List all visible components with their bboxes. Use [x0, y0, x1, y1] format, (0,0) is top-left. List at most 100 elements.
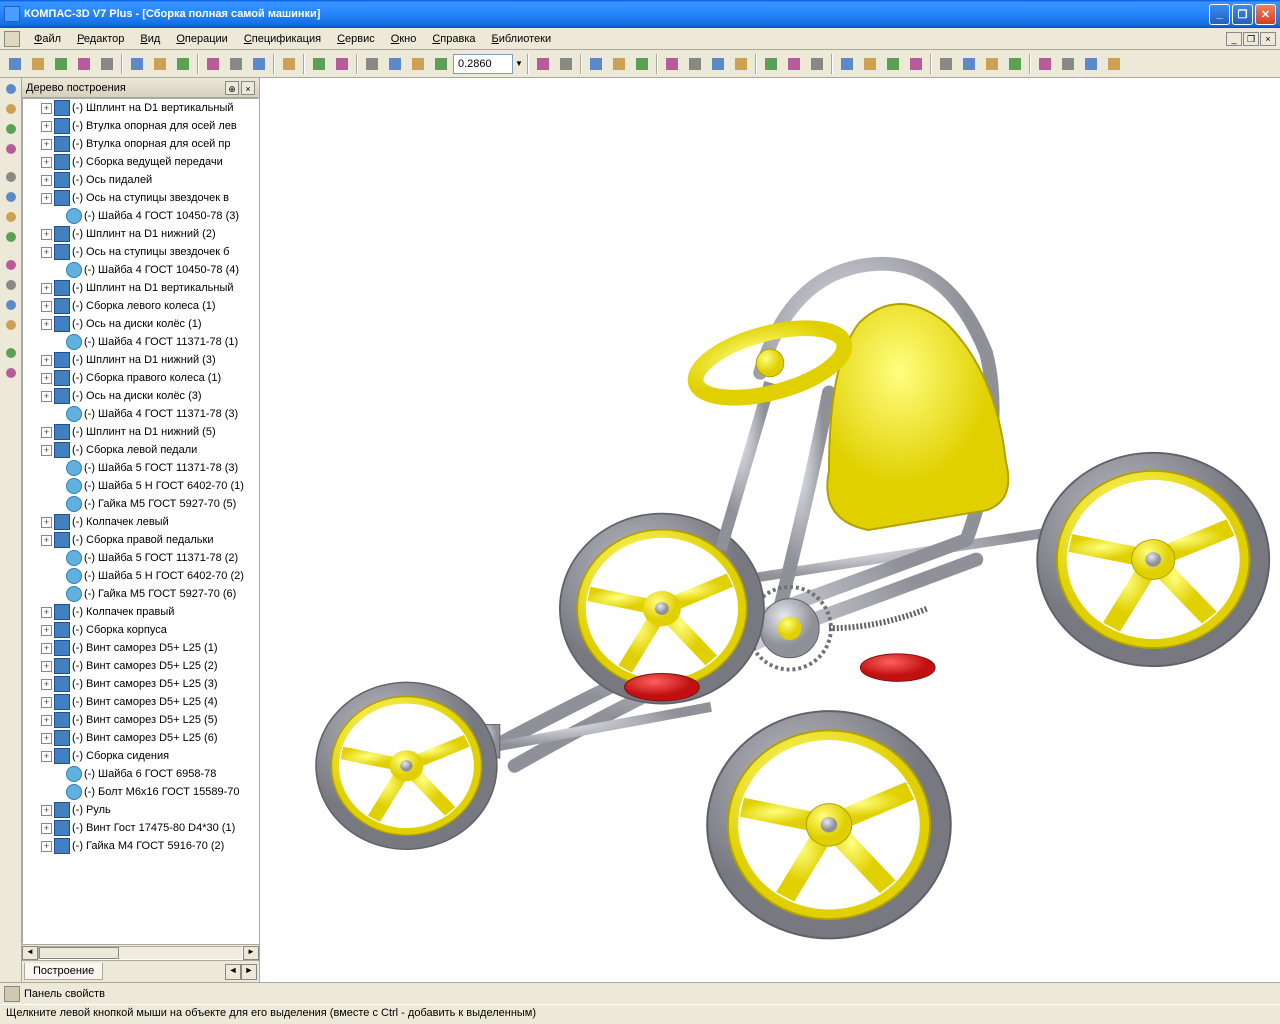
lefttool-face-button[interactable]: [2, 344, 20, 362]
lefttool-paperclip-button[interactable]: [2, 168, 20, 186]
toolbar-cut-button[interactable]: [126, 53, 148, 75]
tree-item[interactable]: (-) Шайба 5 ГОСТ 11371-78 (3): [23, 459, 258, 477]
expand-icon[interactable]: +: [41, 355, 52, 366]
tree-item[interactable]: +(-) Руль: [23, 801, 258, 819]
expand-icon[interactable]: +: [41, 247, 52, 258]
tree-item[interactable]: (-) Болт М6х16 ГОСТ 15589-70: [23, 783, 258, 801]
tree-item[interactable]: (-) Шайба 4 ГОСТ 10450-78 (3): [23, 207, 258, 225]
tree-item[interactable]: +(-) Шплинт на D1 вертикальный: [23, 99, 258, 117]
expand-icon[interactable]: +: [41, 103, 52, 114]
toolbar-assem2-button[interactable]: [806, 53, 828, 75]
lefttool-color2-button[interactable]: [2, 140, 20, 158]
scroll-left-button[interactable]: ◄: [22, 946, 38, 960]
menu-операции[interactable]: Операции: [168, 31, 235, 47]
toolbar-tool2-button[interactable]: [859, 53, 881, 75]
scroll-right-button[interactable]: ►: [243, 946, 259, 960]
toolbar-new-button[interactable]: [4, 53, 26, 75]
menu-библиотеки[interactable]: Библиотеки: [484, 31, 560, 47]
tree-item[interactable]: +(-) Ось на диски колёс (3): [23, 387, 258, 405]
tree-item[interactable]: +(-) Винт саморез D5+ L25 (6): [23, 729, 258, 747]
expand-icon[interactable]: +: [41, 715, 52, 726]
toolbar-cube2-button[interactable]: [661, 53, 683, 75]
toolbar-more2-button[interactable]: [1004, 53, 1026, 75]
toolbar-save-button[interactable]: [50, 53, 72, 75]
tree-item[interactable]: +(-) Колпачек правый: [23, 603, 258, 621]
tree-item[interactable]: +(-) Винт Гост 17475-80 D4*30 (1): [23, 819, 258, 837]
tree-item[interactable]: +(-) Шплинт на D1 нижний (5): [23, 423, 258, 441]
menu-сервис[interactable]: Сервис: [329, 31, 383, 47]
toolbar-fx-button[interactable]: [308, 53, 330, 75]
toolbar-help-button[interactable]: [331, 53, 353, 75]
expand-icon[interactable]: +: [41, 157, 52, 168]
minimize-button[interactable]: _: [1209, 4, 1230, 25]
toolbar-zoomfit-button[interactable]: [361, 53, 383, 75]
toolbar-grid4-button[interactable]: [958, 53, 980, 75]
expand-icon[interactable]: +: [41, 643, 52, 654]
toolbar-open-button[interactable]: [27, 53, 49, 75]
lefttool-sheet-button[interactable]: [2, 228, 20, 246]
tree-item[interactable]: (-) Гайка М5 ГОСТ 5927-70 (6): [23, 585, 258, 603]
tree-item[interactable]: +(-) Ось на диски колёс (1): [23, 315, 258, 333]
tree-item[interactable]: +(-) Сборка ведущей передачи: [23, 153, 258, 171]
tree-item[interactable]: (-) Шайба 5 Н ГОСТ 6402-70 (1): [23, 477, 258, 495]
toolbar-preview-button[interactable]: [96, 53, 118, 75]
zoom-dropdown[interactable]: ▼: [514, 53, 524, 75]
tree-item[interactable]: +(-) Втулка опорная для осей пр: [23, 135, 258, 153]
toolbar-end-button[interactable]: [1103, 53, 1125, 75]
zoom-input[interactable]: [453, 54, 513, 74]
tree-close-button[interactable]: ×: [241, 81, 255, 95]
toolbar-shade-button[interactable]: [707, 53, 729, 75]
toolbar-chain-button[interactable]: [1080, 53, 1102, 75]
expand-icon[interactable]: +: [41, 229, 52, 240]
tree-item[interactable]: +(-) Ось пидалей: [23, 171, 258, 189]
menu-спецификация[interactable]: Спецификация: [236, 31, 329, 47]
mdi-close-button[interactable]: ×: [1260, 32, 1276, 46]
lefttool-box2-button[interactable]: [2, 276, 20, 294]
expand-icon[interactable]: +: [41, 445, 52, 456]
expand-icon[interactable]: +: [41, 823, 52, 834]
expand-icon[interactable]: +: [41, 139, 52, 150]
lefttool-arrow-button[interactable]: [2, 80, 20, 98]
expand-icon[interactable]: +: [41, 661, 52, 672]
tree-item[interactable]: +(-) Шплинт на D1 нижний (2): [23, 225, 258, 243]
tree-item[interactable]: +(-) Ось на ступицы звездочек в: [23, 189, 258, 207]
toolbar-zoomwin-button[interactable]: [430, 53, 452, 75]
toolbar-assem1-button[interactable]: [783, 53, 805, 75]
expand-icon[interactable]: +: [41, 517, 52, 528]
toolbar-print-button[interactable]: [73, 53, 95, 75]
scroll-thumb[interactable]: [39, 947, 119, 959]
toolbar-more3-button[interactable]: [1034, 53, 1056, 75]
tab-build[interactable]: Построение: [24, 963, 103, 980]
toolbar-layer-button[interactable]: [1057, 53, 1079, 75]
expand-icon[interactable]: +: [41, 679, 52, 690]
expand-icon[interactable]: +: [41, 751, 52, 762]
tree-item[interactable]: +(-) Гайка М4 ГОСТ 5916-70 (2): [23, 837, 258, 855]
maximize-button[interactable]: ❐: [1232, 4, 1253, 25]
expand-icon[interactable]: +: [41, 697, 52, 708]
toolbar-wire-button[interactable]: [730, 53, 752, 75]
toolbar-zoomout-button[interactable]: [407, 53, 429, 75]
tree-item[interactable]: +(-) Сборка левого колеса (1): [23, 297, 258, 315]
tree-hscroll[interactable]: ◄ ►: [22, 944, 259, 960]
lefttool-box4-button[interactable]: [2, 316, 20, 334]
tree-item[interactable]: +(-) Винт саморез D5+ L25 (5): [23, 711, 258, 729]
menu-справка[interactable]: Справка: [424, 31, 483, 47]
expand-icon[interactable]: +: [41, 175, 52, 186]
toolbar-color-button[interactable]: [760, 53, 782, 75]
toolbar-cube3-button[interactable]: [684, 53, 706, 75]
toolbar-cube1-button[interactable]: [631, 53, 653, 75]
tree-item[interactable]: (-) Шайба 4 ГОСТ 11371-78 (1): [23, 333, 258, 351]
toolbar-stop-button[interactable]: [278, 53, 300, 75]
tree-item[interactable]: +(-) Сборка правой педальки: [23, 531, 258, 549]
toolbar-refresh-button[interactable]: [532, 53, 554, 75]
expand-icon[interactable]: +: [41, 391, 52, 402]
lefttool-box3-button[interactable]: [2, 296, 20, 314]
close-button[interactable]: ✕: [1255, 4, 1276, 25]
toolbar-zoomin-button[interactable]: [384, 53, 406, 75]
tree-item[interactable]: +(-) Сборка корпуса: [23, 621, 258, 639]
toolbar-grid1-button[interactable]: [882, 53, 904, 75]
tree-body[interactable]: +(-) Шплинт на D1 вертикальный +(-) Втулк…: [22, 98, 259, 944]
toolbar-copy-button[interactable]: [149, 53, 171, 75]
viewport-3d[interactable]: [260, 78, 1280, 982]
expand-icon[interactable]: +: [41, 607, 52, 618]
